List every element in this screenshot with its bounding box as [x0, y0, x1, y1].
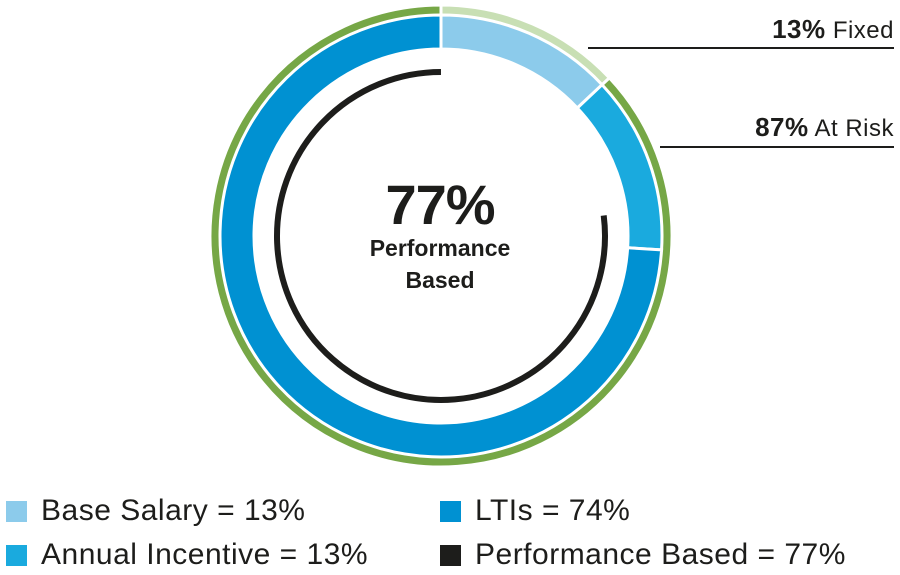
legend-label: Annual Incentive = 13%: [41, 538, 369, 571]
callout-at-risk-value: 87%: [755, 112, 809, 142]
legend-item-performance-based: Performance Based = 77%: [440, 538, 846, 572]
performance-based-arc: [274, 69, 608, 403]
center-label: Performance Based: [340, 232, 540, 296]
inner-slice-ltis: [218, 13, 664, 459]
callout-at-risk-label: At Risk: [814, 115, 894, 142]
inner-ring: [218, 13, 664, 459]
callout-fixed-value: 13%: [772, 14, 826, 44]
legend-swatch: [440, 500, 461, 522]
callout-fixed-label: Fixed: [832, 17, 894, 44]
inner-slice-annual-incentive: [575, 82, 664, 252]
callout-fixed-leader-line: [588, 47, 894, 49]
legend-item-base-salary: Base Salary = 13%: [6, 494, 305, 528]
callout-at-risk: 87% At Risk: [755, 112, 894, 143]
callout-at-risk-leader-line: [660, 146, 894, 148]
legend-item-ltis: LTIs = 74%: [440, 494, 630, 528]
callout-fixed: 13% Fixed: [772, 14, 894, 45]
center-percentage: 77%: [385, 173, 495, 236]
center-label-line2: Based: [405, 267, 475, 293]
legend-label: LTIs = 74%: [475, 494, 631, 527]
legend: Base Salary = 13% LTIs = 74% Annual Ince…: [0, 482, 900, 575]
legend-label: Base Salary = 13%: [41, 494, 306, 527]
legend-label: Performance Based = 77%: [475, 538, 846, 571]
legend-swatch: [440, 544, 461, 566]
legend-item-annual-incentive: Annual Incentive = 13%: [6, 538, 368, 572]
inner-slice-base-salary: [439, 13, 605, 111]
center-label-line1: Performance: [369, 235, 511, 261]
performance-arc-group: [274, 69, 608, 403]
legend-swatch: [6, 544, 27, 566]
donut-chart: [208, 3, 674, 469]
legend-swatch: [6, 500, 27, 522]
